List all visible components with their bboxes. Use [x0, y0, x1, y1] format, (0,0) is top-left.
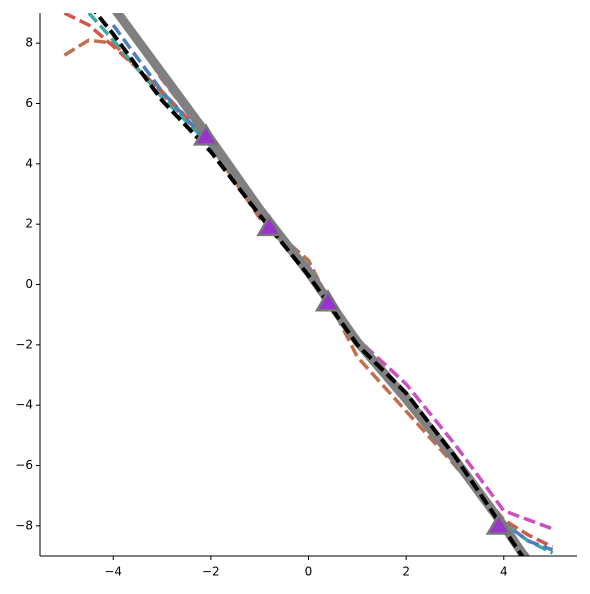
x-tick-label: 2 — [402, 565, 410, 579]
y-tick-label: 6 — [25, 96, 33, 110]
y-tick-label: −4 — [15, 398, 33, 412]
y-tick-label: 0 — [25, 277, 33, 291]
x-tick-label: 0 — [305, 565, 313, 579]
marker — [485, 512, 513, 535]
series-line — [63, 38, 527, 556]
y-tick-label: −6 — [15, 458, 33, 472]
series-line — [117, 13, 554, 531]
marker — [192, 123, 220, 146]
x-tick-label: −4 — [104, 565, 122, 579]
series-line — [112, 13, 530, 556]
y-tick-label: −2 — [15, 337, 33, 351]
y-tick-label: −8 — [15, 518, 33, 532]
marker — [314, 289, 342, 312]
y-tick-label: 4 — [25, 156, 33, 170]
y-tick-label: 8 — [25, 36, 33, 50]
marker — [256, 213, 283, 237]
x-tick-label: −2 — [202, 565, 220, 579]
y-tick-label: 2 — [25, 217, 33, 231]
series-line — [93, 13, 525, 556]
x-tick-label: 4 — [500, 565, 508, 579]
plot-area — [63, 13, 554, 556]
